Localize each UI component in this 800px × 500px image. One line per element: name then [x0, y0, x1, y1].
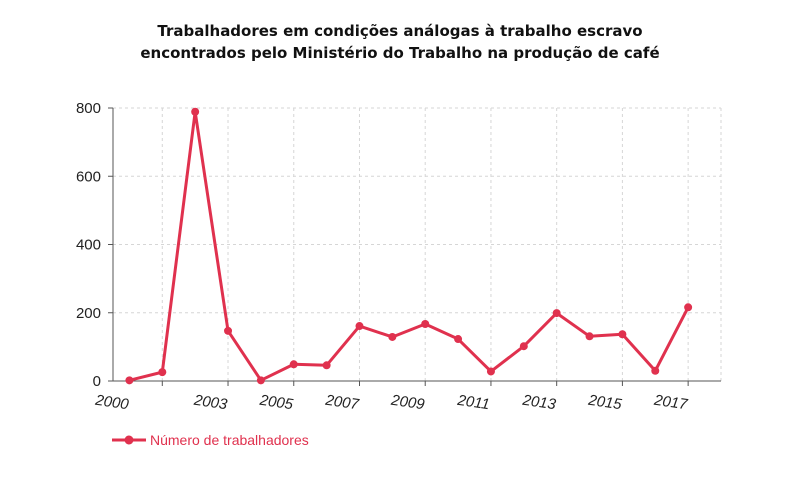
data-point: [421, 320, 430, 329]
x-tick-label: 2005: [258, 392, 295, 414]
y-tick-label: 600: [76, 168, 101, 185]
x-tick-label: 2015: [586, 392, 623, 414]
x-tick-label: 2009: [389, 392, 426, 414]
x-tick-label: 2011: [455, 392, 490, 413]
data-point: [191, 107, 200, 116]
x-tick-label: 2000: [93, 392, 130, 414]
series-layer: [125, 107, 693, 385]
y-tick-label: 0: [93, 373, 101, 390]
legend: Número de trabalhadores: [112, 432, 309, 448]
data-point: [486, 367, 495, 376]
legend-marker-icon: [112, 435, 146, 445]
chart-title-line-1: Trabalhadores em condições análogas à tr…: [157, 22, 643, 40]
y-axis-tick-labels: 0 200 400 600 800: [76, 100, 101, 390]
data-point: [355, 322, 364, 331]
data-point: [684, 303, 693, 312]
data-point: [618, 330, 627, 339]
series-line: [129, 110, 690, 382]
chart-title-line-2: encontrados pelo Ministério do Trabalho …: [140, 44, 660, 62]
data-point: [388, 332, 397, 341]
data-point: [256, 376, 265, 385]
data-point: [289, 360, 298, 369]
x-tick-label: 2003: [192, 392, 229, 414]
y-tick-label: 400: [76, 237, 101, 254]
data-point: [651, 366, 660, 375]
x-axis-tick-labels: 2000 2003 2005 2007 2009 2011 2013 2015 2017: [93, 392, 689, 414]
x-tick-label: 2013: [521, 392, 558, 414]
data-point: [454, 335, 463, 344]
data-point: [519, 342, 528, 351]
legend-label: Número de trabalhadores: [150, 432, 309, 448]
y-tick-label: 200: [76, 305, 101, 322]
x-tick-label: 2007: [323, 392, 360, 414]
x-tick-label: 2017: [652, 392, 689, 414]
grid-lines: [113, 107, 722, 381]
y-tick-label: 800: [76, 100, 101, 117]
axes: [108, 107, 721, 386]
data-point: [158, 368, 167, 377]
chart-title: Trabalhadores em condições análogas à tr…: [0, 20, 800, 64]
data-point: [585, 332, 594, 341]
data-point: [224, 326, 233, 335]
data-point: [552, 309, 561, 318]
data-point: [322, 361, 331, 370]
data-point: [125, 376, 134, 385]
